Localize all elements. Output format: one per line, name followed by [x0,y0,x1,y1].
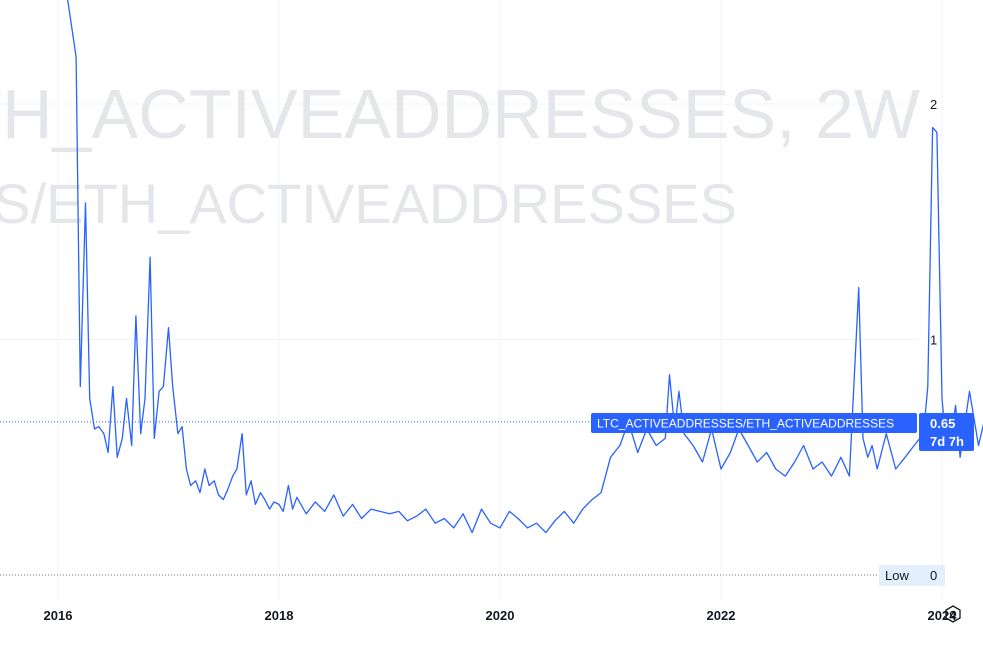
series-tag-background [591,413,917,433]
low-marker[interactable]: Low 0 [879,565,945,586]
low-marker-badge [879,565,945,586]
y-axis[interactable]: 12 [930,97,937,348]
settings-hexagon [945,605,961,623]
x-tick-label-2018: 2018 [265,608,294,623]
gear-hexagon-icon[interactable] [945,605,961,623]
low-marker-label: Low [885,568,909,583]
x-tick-label-2024: 2024 [928,608,958,623]
series-tag-label: LTC_ACTIVEADDRESSES/ETH_ACTIVEADDRESSES [597,417,894,431]
countdown-label: 7d 7h [930,434,964,449]
series-layer[interactable] [67,0,983,534]
settings-hexagon-center [949,610,957,618]
watermark-line-1: LTC_ACTIVEADDRESSES/ETH_ACTIVEADDRESSES,… [0,75,920,153]
x-tick-label-2016: 2016 [44,608,73,623]
watermark-line-2: LTC_ACTIVEADDRESSES/ETH_ACTIVEADDRESSES [0,172,737,235]
last-value-label: 0.65 [930,416,955,431]
x-tick-label-2022: 2022 [707,608,736,623]
y-tick-label-1: 1 [930,333,937,348]
low-marker-value: 0 [930,568,937,583]
last-value-badge[interactable]: 0.65 7d 7h [919,413,974,451]
x-axis[interactable]: 20162018202020222024202620282030 [44,608,983,623]
grid-layer [0,0,943,600]
series-tag[interactable]: LTC_ACTIVEADDRESSES/ETH_ACTIVEADDRESSES [591,413,917,433]
x-tick-label-2020: 2020 [486,608,515,623]
y-tick-label-2: 2 [930,97,937,112]
last-value-badge-background [919,413,974,451]
series-line[interactable] [67,0,983,534]
